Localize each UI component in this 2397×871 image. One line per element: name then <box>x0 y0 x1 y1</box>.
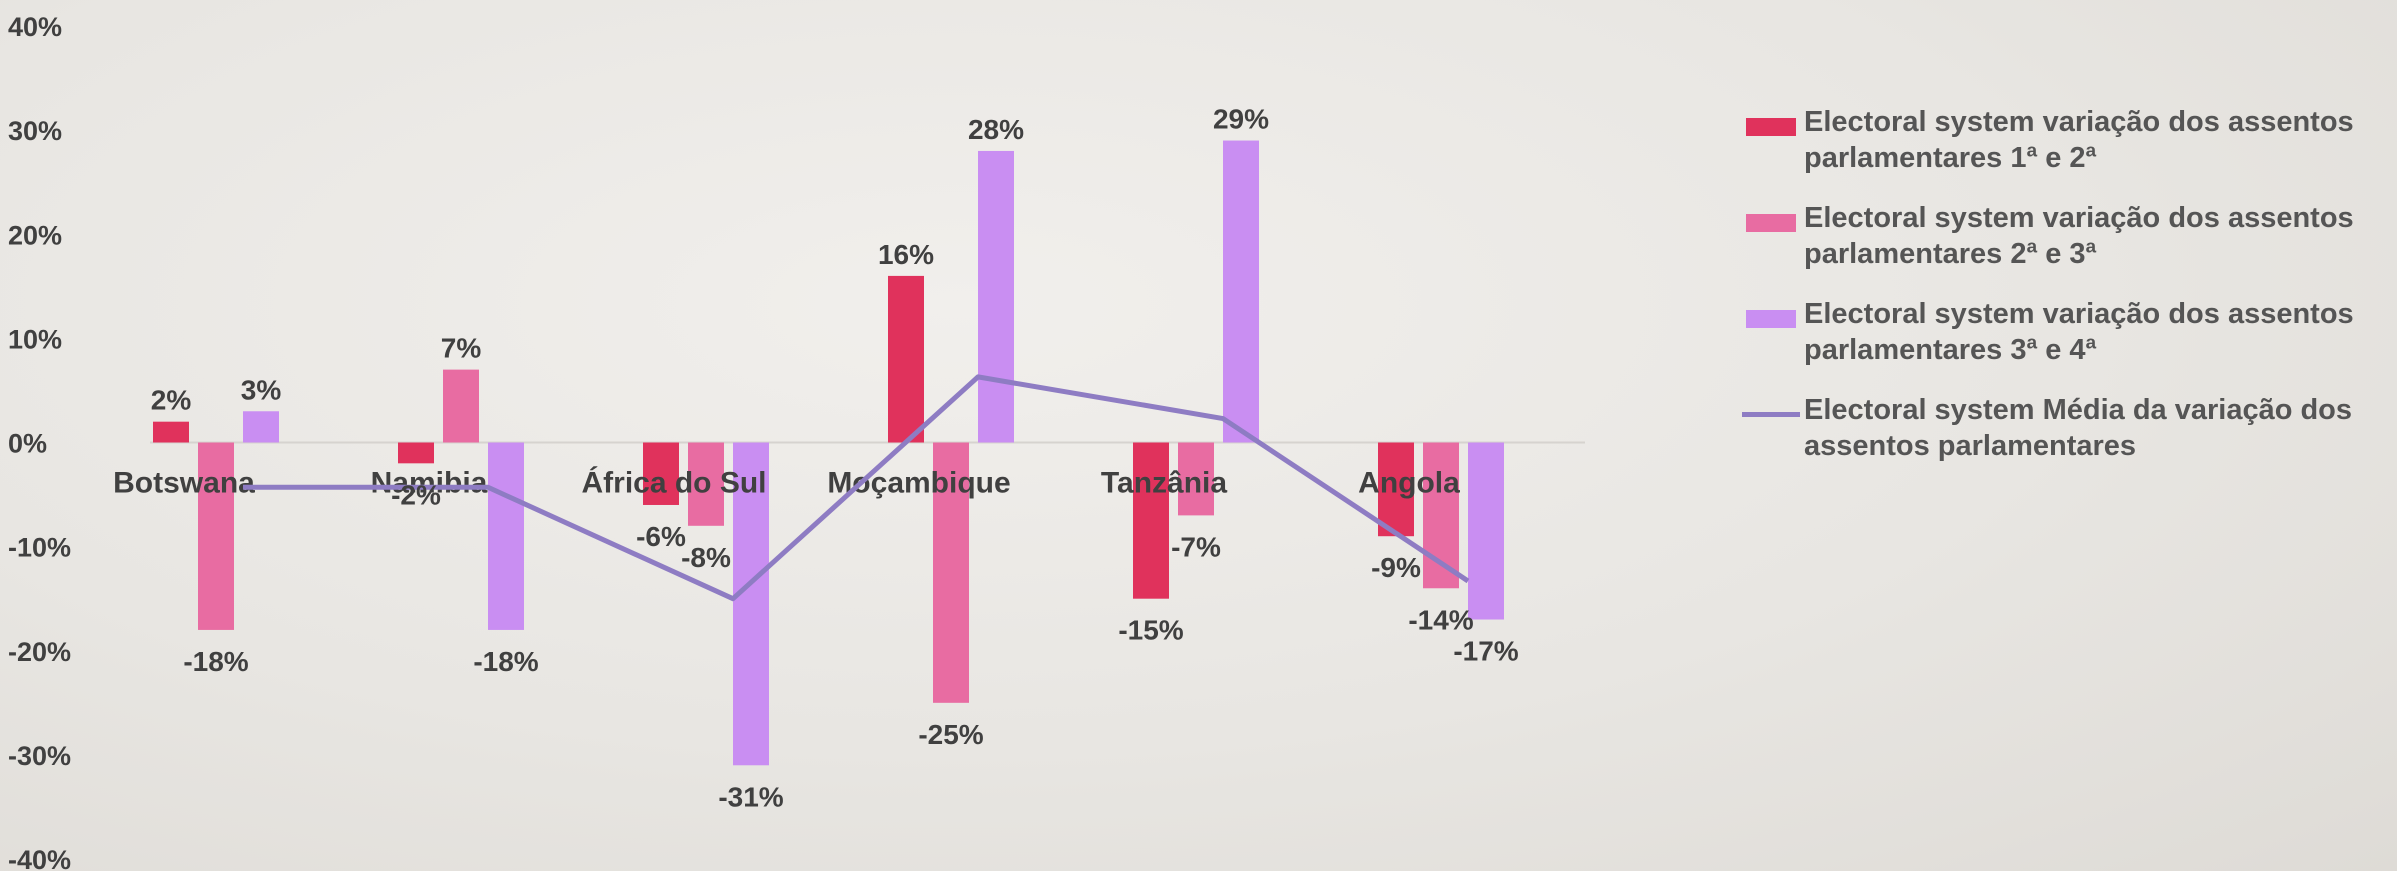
chart-canvas: -40% -30% -20% -10% 0% 10% 20% 30% 40% Botswana N… <box>8 12 1585 871</box>
bar <box>1468 442 1504 620</box>
bar <box>1378 442 1414 537</box>
bar <box>1223 140 1259 443</box>
data-labels: 2% -2% -6% 16% -15% -9% -18% 7% -8% -25% -7% -14% 3%… <box>151 104 1519 813</box>
category-label: Moçambique <box>827 467 1010 500</box>
data-label: -18% <box>183 646 248 677</box>
y-tick-label: -10% <box>8 533 71 563</box>
bar <box>153 421 189 443</box>
data-label: -15% <box>1118 615 1183 646</box>
bar <box>888 275 924 443</box>
category-label: Namibia <box>371 467 488 500</box>
category-label: Angola <box>1358 467 1460 500</box>
bar <box>978 150 1014 443</box>
data-label: -8% <box>681 542 731 573</box>
bar <box>1178 442 1214 516</box>
data-label: 7% <box>441 333 482 364</box>
data-label: -17% <box>1453 636 1518 667</box>
data-label: -18% <box>473 646 538 677</box>
bar <box>243 411 279 443</box>
data-label: -9% <box>1371 552 1421 583</box>
y-tick-label: 20% <box>8 220 62 250</box>
y-tick-label: 30% <box>8 116 62 146</box>
y-tick-label: -20% <box>8 637 71 667</box>
legend-label-4: Electoral system Média da variação dos a… <box>1804 394 2353 462</box>
bar <box>733 442 769 766</box>
category-label: África do Sul <box>581 466 766 500</box>
bar <box>198 442 234 630</box>
bar <box>443 369 479 443</box>
y-axis: -40% -30% -20% -10% 0% 10% 20% 30% 40% <box>8 12 71 871</box>
bar <box>688 442 724 526</box>
legend-swatch-2 <box>1746 214 1796 232</box>
legend-swatch-3 <box>1746 310 1796 328</box>
legend-label-2: Electoral system variação dos assentos p… <box>1804 202 2354 270</box>
legend-label-3: Electoral system variação dos assentos p… <box>1804 298 2354 366</box>
data-label: 16% <box>878 239 934 270</box>
legend-item-4: Electoral system Média da variação dos a… <box>1742 392 2392 464</box>
legend-line-4 <box>1742 412 1800 417</box>
y-tick-label: 10% <box>8 324 62 354</box>
y-tick-label: 0% <box>8 429 47 459</box>
legend-item-2: Electoral system variação dos assentos p… <box>1742 200 2392 272</box>
bar <box>643 442 679 505</box>
data-label: -31% <box>718 781 783 812</box>
bar <box>398 442 434 464</box>
data-label: 2% <box>151 385 192 416</box>
legend: Electoral system variação dos assentos p… <box>1742 104 2392 488</box>
category-label: Botswana <box>113 467 255 500</box>
bar <box>1133 442 1169 599</box>
data-label: -2% <box>391 479 441 510</box>
y-tick-label: 40% <box>8 12 62 42</box>
category-labels: Botswana Namibia África do Sul Moçambique Ta… <box>113 466 1460 500</box>
bars <box>153 140 1504 766</box>
y-tick-label: -30% <box>8 741 71 771</box>
legend-item-1: Electoral system variação dos assentos p… <box>1742 104 2392 176</box>
average-line <box>243 374 1470 602</box>
y-tick-label: -40% <box>8 845 71 871</box>
average-series-line <box>243 374 1470 602</box>
data-label: -25% <box>918 719 983 750</box>
bar <box>1423 442 1459 589</box>
data-label: -6% <box>636 521 686 552</box>
bar <box>933 442 969 703</box>
bar <box>488 442 524 630</box>
data-label: 3% <box>241 374 282 405</box>
category-label: Tanzânia <box>1101 467 1227 500</box>
legend-swatch-1 <box>1746 118 1796 136</box>
data-label: -14% <box>1408 604 1473 635</box>
data-label: 29% <box>1213 104 1269 135</box>
data-label: 28% <box>968 114 1024 145</box>
data-label: -7% <box>1171 531 1221 562</box>
legend-label-1: Electoral system variação dos assentos p… <box>1804 106 2354 174</box>
legend-item-3: Electoral system variação dos assentos p… <box>1742 296 2392 368</box>
